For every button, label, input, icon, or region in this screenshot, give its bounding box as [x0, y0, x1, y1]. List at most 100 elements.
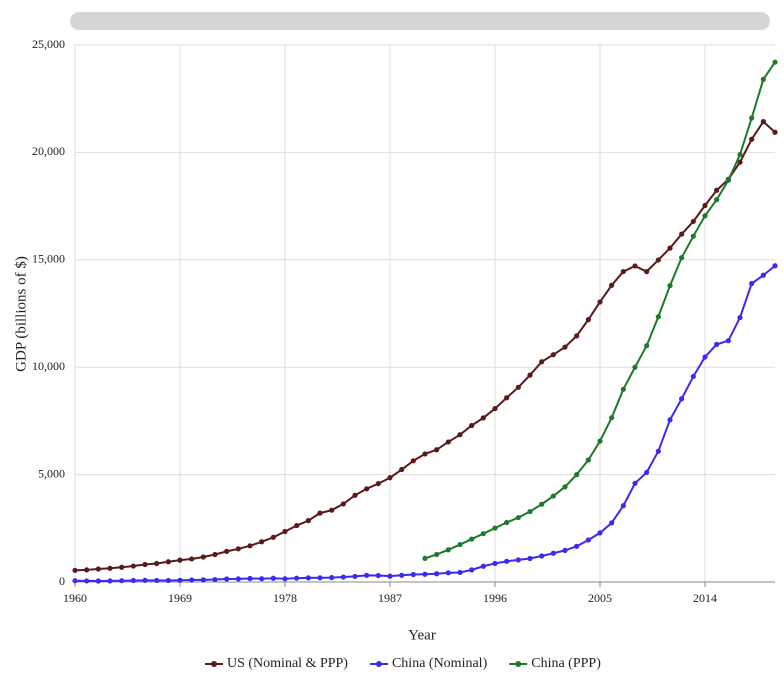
- data-point: [340, 574, 346, 580]
- data-point: [690, 233, 696, 239]
- data-point: [492, 560, 498, 567]
- data-point: [492, 405, 498, 412]
- data-point: [539, 359, 545, 365]
- data-point: [189, 577, 195, 583]
- data-point: [504, 395, 510, 401]
- data-point: [329, 574, 335, 581]
- data-point: [422, 571, 428, 577]
- y-tick-label: 25,000: [32, 37, 65, 51]
- data-point: [772, 129, 778, 135]
- data-point: [224, 548, 230, 554]
- data-point: [550, 352, 556, 358]
- data-point: [737, 159, 743, 165]
- data-point: [200, 577, 206, 583]
- data-point: [667, 245, 673, 251]
- data-point: [142, 561, 148, 568]
- data-point: [457, 432, 463, 438]
- data-point: [469, 567, 475, 573]
- legend-label: US (Nominal & PPP): [227, 656, 348, 671]
- x-tick-label: 1969: [168, 591, 192, 605]
- data-point: [317, 575, 323, 581]
- data-point: [772, 59, 778, 65]
- data-point: [410, 571, 416, 578]
- data-point: [340, 501, 346, 507]
- legend-label: China (PPP): [531, 656, 601, 671]
- data-point: [515, 557, 521, 563]
- data-point: [667, 417, 673, 423]
- data-point: [504, 519, 510, 526]
- data-point: [644, 343, 650, 349]
- data-point: [119, 564, 125, 570]
- data-point: [644, 469, 650, 476]
- data-point: [550, 550, 556, 556]
- data-point: [504, 558, 510, 564]
- data-point: [235, 576, 241, 582]
- data-point: [410, 458, 416, 464]
- data-point: [422, 451, 428, 457]
- data-point: [142, 577, 148, 583]
- data-point: [434, 551, 440, 558]
- data-point: [247, 543, 253, 549]
- data-point: [259, 539, 265, 545]
- data-point: [282, 528, 288, 535]
- data-point: [760, 119, 766, 125]
- data-point: [189, 556, 195, 562]
- data-point: [399, 572, 405, 578]
- data-point: [375, 572, 381, 579]
- data-point: [749, 280, 755, 287]
- data-point: [515, 514, 521, 521]
- data-point: [609, 520, 615, 526]
- data-point: [212, 576, 218, 583]
- x-tick-label: 1960: [63, 591, 87, 605]
- data-point: [434, 571, 440, 577]
- data-point: [539, 553, 545, 559]
- data-point: [714, 187, 720, 193]
- data-point: [574, 333, 580, 339]
- data-point: [690, 373, 696, 380]
- data-point: [574, 543, 580, 549]
- data-point: [247, 575, 253, 582]
- data-point: [364, 486, 370, 492]
- data-point: [585, 317, 591, 323]
- data-point: [760, 76, 766, 82]
- data-point: [539, 501, 545, 507]
- data-point: [702, 213, 708, 219]
- legend-marker: [375, 661, 382, 667]
- data-point: [562, 547, 568, 554]
- data-point: [200, 554, 206, 560]
- x-tick-label: 1987: [378, 591, 402, 605]
- scroll-bar: [70, 12, 770, 30]
- legend-item: China (PPP): [509, 656, 601, 671]
- data-point: [679, 396, 685, 402]
- data-point: [620, 268, 626, 275]
- data-point: [317, 510, 323, 516]
- data-point: [387, 475, 393, 481]
- data-point: [399, 466, 405, 473]
- data-point: [620, 386, 626, 392]
- data-point: [457, 541, 463, 548]
- data-point: [165, 559, 171, 565]
- data-point: [597, 530, 603, 536]
- data-point: [527, 555, 533, 562]
- data-point: [632, 364, 638, 370]
- data-point: [609, 282, 615, 288]
- x-tick-label: 1978: [273, 591, 297, 605]
- data-point: [434, 447, 440, 453]
- data-point: [119, 578, 125, 584]
- y-tick-label: 15,000: [32, 252, 65, 266]
- data-point: [527, 372, 533, 378]
- data-point: [130, 577, 136, 584]
- data-point: [107, 578, 113, 584]
- data-point: [130, 563, 136, 569]
- data-point: [224, 576, 230, 582]
- data-point: [154, 577, 160, 584]
- data-point: [725, 177, 731, 183]
- data-point: [387, 573, 393, 579]
- data-point: [95, 578, 101, 584]
- data-point: [352, 573, 358, 580]
- data-point: [655, 448, 661, 454]
- data-point: [294, 522, 300, 529]
- data-point: [72, 578, 78, 584]
- data-point: [714, 341, 720, 347]
- y-tick-label: 10,000: [32, 359, 65, 373]
